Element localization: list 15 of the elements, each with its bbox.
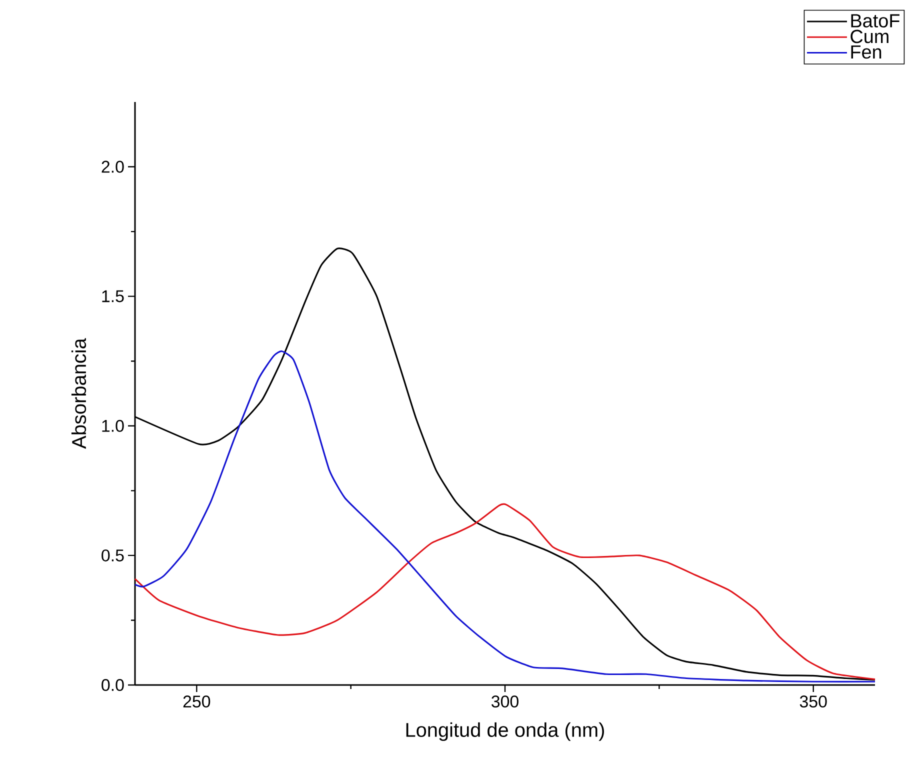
x-tick-label: 250	[183, 696, 210, 708]
x-tick-label: 300	[492, 696, 518, 708]
y-tick-label: 0.5	[102, 549, 124, 562]
x-tick-label: 350	[800, 696, 827, 708]
line-series	[134, 504, 876, 680]
y-tick-label: 2.0	[102, 160, 124, 173]
y-axis-title: Absorbancia	[71, 338, 86, 449]
legend-label: BatoF	[851, 14, 900, 28]
legend-label: Cum	[850, 30, 888, 44]
y-tick-label: 0.0	[102, 679, 124, 691]
x-axis-title: Longitud de onda (nm)	[406, 722, 604, 741]
y-tick-label: 1.0	[102, 420, 124, 432]
y-tick-label: 1.5	[102, 290, 124, 302]
legend-label: Fen	[851, 45, 882, 59]
line-series	[134, 350, 876, 682]
